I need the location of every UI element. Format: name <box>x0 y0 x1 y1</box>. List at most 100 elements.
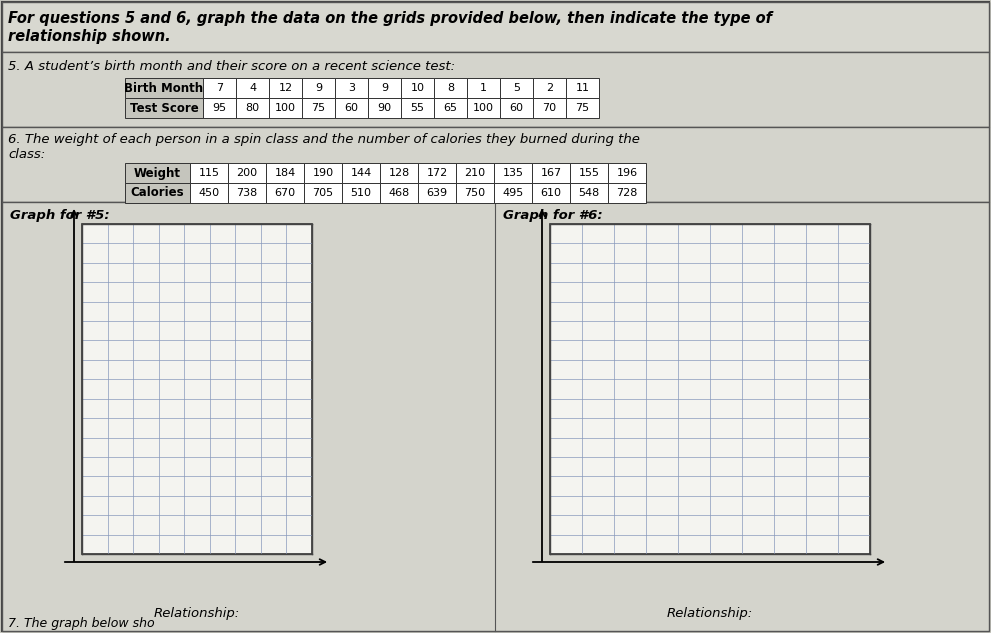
Text: For questions 5 and 6, graph the data on the grids provided below, then indicate: For questions 5 and 6, graph the data on… <box>8 11 772 25</box>
Bar <box>266 163 304 183</box>
Text: 8: 8 <box>447 83 454 93</box>
Bar <box>2 127 989 202</box>
Bar <box>190 183 228 203</box>
Text: 10: 10 <box>410 83 424 93</box>
Text: 1: 1 <box>480 83 487 93</box>
Text: 100: 100 <box>275 103 296 113</box>
Text: 11: 11 <box>576 83 590 93</box>
Bar <box>401 78 434 98</box>
Text: 5: 5 <box>513 83 520 93</box>
Bar <box>125 183 190 203</box>
Text: 3: 3 <box>348 83 355 93</box>
Text: 2: 2 <box>546 83 553 93</box>
Bar <box>456 163 494 183</box>
Text: Relationship:: Relationship: <box>154 606 240 620</box>
Bar <box>456 183 494 203</box>
Bar <box>269 98 302 118</box>
Bar <box>82 224 312 554</box>
Bar <box>203 98 236 118</box>
Text: 144: 144 <box>351 168 372 178</box>
Text: 4: 4 <box>249 83 256 93</box>
Text: 12: 12 <box>278 83 292 93</box>
Text: 60: 60 <box>509 103 523 113</box>
Text: 450: 450 <box>198 188 220 198</box>
Bar <box>368 98 401 118</box>
Bar <box>368 78 401 98</box>
Bar <box>434 98 467 118</box>
Text: 7: 7 <box>216 83 223 93</box>
Text: 639: 639 <box>426 188 448 198</box>
Text: relationship shown.: relationship shown. <box>8 28 170 44</box>
Bar <box>401 98 434 118</box>
Text: 9: 9 <box>381 83 388 93</box>
Bar <box>570 163 608 183</box>
Text: 75: 75 <box>311 103 326 113</box>
Bar <box>342 163 380 183</box>
Text: 190: 190 <box>312 168 334 178</box>
Text: 750: 750 <box>465 188 486 198</box>
Bar <box>302 98 335 118</box>
Text: 90: 90 <box>378 103 391 113</box>
Bar <box>266 183 304 203</box>
Text: 210: 210 <box>465 168 486 178</box>
Bar <box>500 78 533 98</box>
Bar <box>203 78 236 98</box>
Text: 75: 75 <box>576 103 590 113</box>
Bar <box>2 202 989 631</box>
Bar <box>566 78 599 98</box>
Text: Weight: Weight <box>134 166 181 180</box>
Text: Calories: Calories <box>131 187 184 199</box>
Bar <box>570 183 608 203</box>
Bar <box>418 183 456 203</box>
Text: 705: 705 <box>312 188 334 198</box>
Bar <box>494 163 532 183</box>
Text: 468: 468 <box>388 188 409 198</box>
Bar <box>533 78 566 98</box>
Bar <box>125 98 203 118</box>
Text: 70: 70 <box>542 103 557 113</box>
Bar <box>500 98 533 118</box>
Bar <box>125 163 190 183</box>
Bar <box>125 78 203 98</box>
Text: 7. The graph below sho: 7. The graph below sho <box>8 617 155 629</box>
Bar <box>302 78 335 98</box>
Bar <box>190 163 228 183</box>
Bar <box>608 163 646 183</box>
Bar <box>418 163 456 183</box>
Text: 95: 95 <box>212 103 227 113</box>
Bar <box>228 183 266 203</box>
Bar <box>533 98 566 118</box>
Text: Test Score: Test Score <box>130 101 198 115</box>
Bar <box>2 52 989 127</box>
Bar <box>532 183 570 203</box>
Text: 100: 100 <box>473 103 494 113</box>
Bar <box>2 2 989 52</box>
Text: class:: class: <box>8 149 46 161</box>
Bar <box>304 163 342 183</box>
Bar <box>434 78 467 98</box>
Bar <box>304 183 342 203</box>
Text: 9: 9 <box>315 83 322 93</box>
Bar <box>236 78 269 98</box>
Text: Relationship:: Relationship: <box>667 606 753 620</box>
Bar <box>550 224 870 554</box>
Text: 65: 65 <box>444 103 458 113</box>
Text: 115: 115 <box>198 168 219 178</box>
Text: 548: 548 <box>579 188 600 198</box>
Text: 60: 60 <box>345 103 359 113</box>
Text: 172: 172 <box>426 168 448 178</box>
Text: 155: 155 <box>579 168 600 178</box>
Text: 670: 670 <box>275 188 295 198</box>
Text: 6. The weight of each person in a spin class and the number of calories they bur: 6. The weight of each person in a spin c… <box>8 134 640 146</box>
Text: 167: 167 <box>540 168 562 178</box>
Text: 495: 495 <box>502 188 523 198</box>
Text: 184: 184 <box>275 168 295 178</box>
Bar <box>608 183 646 203</box>
Bar <box>335 98 368 118</box>
Text: Graph for #6:: Graph for #6: <box>503 210 603 223</box>
Text: 200: 200 <box>237 168 258 178</box>
Text: 128: 128 <box>388 168 409 178</box>
Text: 610: 610 <box>540 188 562 198</box>
Bar <box>467 98 500 118</box>
Text: Birth Month: Birth Month <box>125 82 203 94</box>
